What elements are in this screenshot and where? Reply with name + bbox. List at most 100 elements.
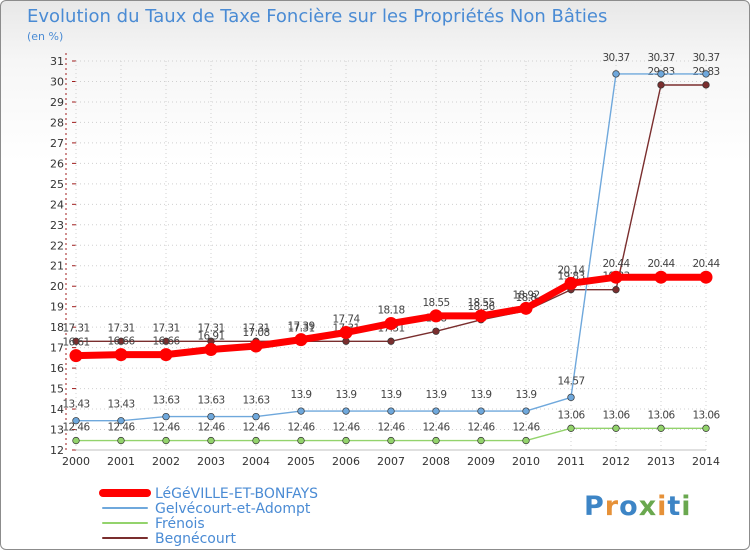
data-point xyxy=(522,407,530,415)
x-tick-label: 2000 xyxy=(62,455,90,468)
data-label: 12.46 xyxy=(377,422,405,434)
data-label: 17.39 xyxy=(287,321,314,333)
data-label: 12.46 xyxy=(152,422,180,434)
data-label: 20.44 xyxy=(692,258,720,270)
x-tick-label: 2006 xyxy=(332,455,360,468)
data-point xyxy=(72,436,80,445)
y-tick-label: 14 xyxy=(50,403,64,416)
y-tick-label: 16 xyxy=(50,362,64,375)
data-point xyxy=(612,70,620,78)
data-point xyxy=(387,337,395,345)
data-label: 13.06 xyxy=(602,409,630,421)
y-tick-label: 30 xyxy=(50,75,64,88)
data-point xyxy=(612,424,620,432)
data-point xyxy=(207,436,215,445)
data-label: 20.44 xyxy=(647,258,675,270)
unit-label: (en %) xyxy=(27,30,64,43)
data-label: 17.31 xyxy=(197,322,224,334)
data-point xyxy=(117,337,125,345)
data-label: 12.46 xyxy=(422,422,450,434)
data-point xyxy=(297,436,305,445)
data-point xyxy=(657,70,665,78)
data-label: 14.57 xyxy=(557,375,584,387)
data-point xyxy=(69,349,83,363)
data-point xyxy=(432,436,440,445)
data-label: 13.9 xyxy=(381,389,402,401)
data-label: 13.63 xyxy=(197,395,224,407)
x-tick-label: 2004 xyxy=(242,455,270,468)
data-label: 18.92 xyxy=(512,289,539,301)
proxiti-logo: Proxiti xyxy=(584,491,692,522)
y-tick-label: 21 xyxy=(50,260,64,273)
data-label: 16.91 xyxy=(197,330,224,342)
y-tick-label: 17 xyxy=(50,342,64,355)
data-label: 13.43 xyxy=(107,399,134,411)
data-label: 18.55 xyxy=(467,297,494,309)
data-point xyxy=(429,309,443,323)
data-label: 17.08 xyxy=(242,327,269,339)
y-tick-label: 26 xyxy=(50,157,64,170)
data-label: 20.44 xyxy=(602,258,630,270)
data-label: 17.31 xyxy=(62,322,89,334)
data-point xyxy=(252,436,260,445)
y-tick-label: 18 xyxy=(50,321,64,334)
data-point xyxy=(204,342,218,356)
data-point xyxy=(159,348,173,362)
data-label: 13.06 xyxy=(692,409,720,421)
data-label: 30.37 xyxy=(602,52,629,64)
data-label: 13.06 xyxy=(557,409,585,421)
data-label: 30.37 xyxy=(647,52,674,64)
y-tick-label: 31 xyxy=(50,55,64,68)
data-point xyxy=(657,424,665,432)
y-tick-label: 24 xyxy=(50,198,64,211)
data-point xyxy=(432,327,440,335)
data-label: 12.46 xyxy=(62,422,90,434)
y-tick-label: 22 xyxy=(50,239,64,252)
data-label: 17.31 xyxy=(242,322,269,334)
data-point xyxy=(474,309,488,323)
data-point xyxy=(117,417,125,425)
data-point xyxy=(567,424,575,432)
data-point xyxy=(342,407,350,415)
data-point xyxy=(522,436,530,445)
logo-letter: o xyxy=(619,491,639,522)
x-tick-label: 2013 xyxy=(647,455,675,468)
data-point xyxy=(654,270,668,284)
x-tick-label: 2009 xyxy=(467,455,495,468)
x-tick-label: 2001 xyxy=(107,455,135,468)
data-point xyxy=(387,407,395,415)
y-tick-label: 12 xyxy=(50,444,64,457)
x-tick-label: 2008 xyxy=(422,455,450,468)
data-label: 12.46 xyxy=(512,422,540,434)
y-tick-label: 25 xyxy=(50,178,64,191)
x-tick-label: 2003 xyxy=(197,455,225,468)
x-tick-label: 2010 xyxy=(512,455,540,468)
data-point xyxy=(657,81,665,89)
x-tick-label: 2014 xyxy=(692,455,720,468)
data-point xyxy=(384,316,398,330)
legend-label: LéGéVILLE-ET-BONFAYS xyxy=(155,486,318,502)
data-point xyxy=(519,301,533,315)
x-tick-label: 2011 xyxy=(557,455,585,468)
legend-label: Begnécourt xyxy=(155,531,236,547)
data-label: 16.66 xyxy=(152,336,180,348)
data-point xyxy=(702,81,710,89)
data-point xyxy=(162,412,170,421)
legend-label: Gelvécourt-et-Adompt xyxy=(155,501,311,517)
data-label: 16.66 xyxy=(107,336,135,348)
data-point xyxy=(342,436,350,445)
logo-letter: i xyxy=(681,491,692,522)
data-point xyxy=(162,337,170,345)
data-label: 17.74 xyxy=(332,313,360,325)
x-tick-label: 2012 xyxy=(602,455,630,468)
y-tick-label: 19 xyxy=(50,301,64,314)
data-label: 13.43 xyxy=(62,399,89,411)
data-point xyxy=(162,436,170,445)
data-point xyxy=(114,348,128,362)
data-point xyxy=(564,276,578,290)
data-point xyxy=(702,70,710,78)
data-point xyxy=(339,325,353,339)
x-tick-label: 2005 xyxy=(287,455,315,468)
